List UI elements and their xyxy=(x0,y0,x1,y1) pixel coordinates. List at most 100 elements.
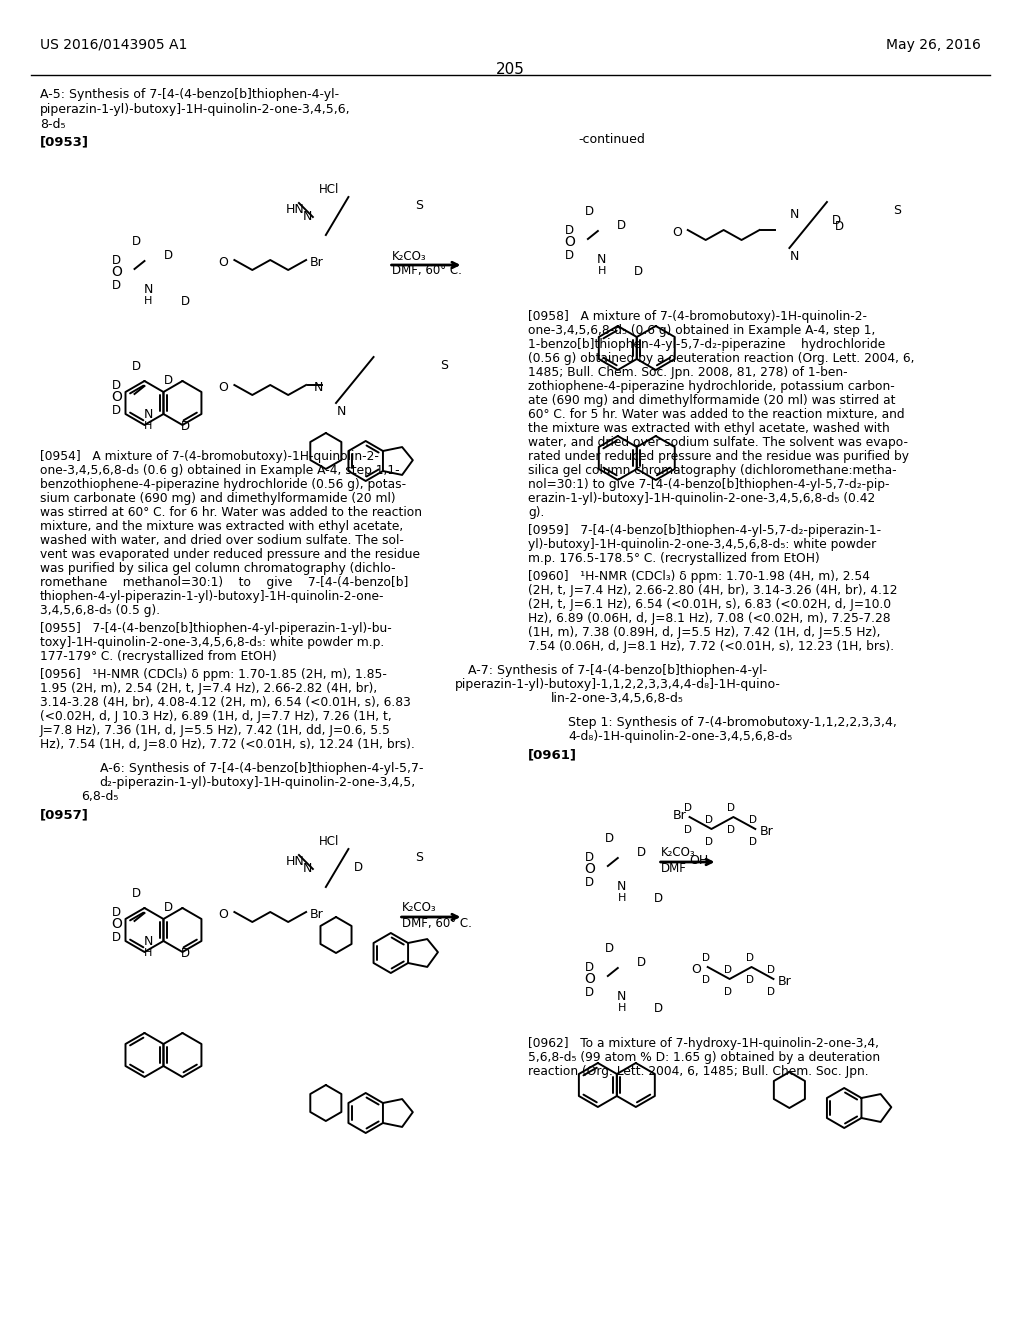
Text: D: D xyxy=(112,931,121,944)
Text: O: O xyxy=(218,381,228,393)
Text: D: D xyxy=(701,953,710,964)
Text: N: N xyxy=(336,405,346,418)
Text: zothiophene-4-piperazine hydrochloride, potassium carbon-: zothiophene-4-piperazine hydrochloride, … xyxy=(528,380,895,393)
Text: D: D xyxy=(835,220,844,234)
Text: D: D xyxy=(706,814,714,825)
Text: O: O xyxy=(564,235,575,249)
Text: HN: HN xyxy=(286,855,305,869)
Text: D: D xyxy=(586,205,595,218)
Text: J=7.8 Hz), 7.36 (1H, d, J=5.5 Hz), 7.42 (1H, dd, J=0.6, 5.5: J=7.8 Hz), 7.36 (1H, d, J=5.5 Hz), 7.42 … xyxy=(40,723,391,737)
Text: H: H xyxy=(144,948,153,958)
Text: Br: Br xyxy=(759,825,773,838)
Text: D: D xyxy=(181,294,190,308)
Text: O: O xyxy=(112,265,122,279)
Text: OH: OH xyxy=(690,854,709,867)
Text: D: D xyxy=(565,224,574,238)
Text: O: O xyxy=(585,972,595,986)
Text: (0.56 g) obtained by a deuteration reaction (Org. Lett. 2004, 6,: (0.56 g) obtained by a deuteration react… xyxy=(528,352,914,366)
Text: (<0.02H, d, J 10.3 Hz), 6.89 (1H, d, J=7.7 Hz), 7.26 (1H, t,: (<0.02H, d, J 10.3 Hz), 6.89 (1H, d, J=7… xyxy=(40,710,391,723)
Text: D: D xyxy=(654,892,664,906)
Text: 1485; Bull. Chem. Soc. Jpn. 2008, 81, 278) of 1-ben-: 1485; Bull. Chem. Soc. Jpn. 2008, 81, 27… xyxy=(528,366,848,379)
Text: D: D xyxy=(634,265,643,279)
Text: H: H xyxy=(144,421,153,432)
Text: [0959]   7-[4-(4-benzo[b]thiophen-4-yl-5,7-d₂-piperazin-1-: [0959] 7-[4-(4-benzo[b]thiophen-4-yl-5,7… xyxy=(528,524,882,537)
Text: O: O xyxy=(218,908,228,921)
Text: water, and dried over sodium sulfate. The solvent was evapo-: water, and dried over sodium sulfate. Th… xyxy=(528,436,908,449)
Text: D: D xyxy=(617,219,627,232)
Text: HN: HN xyxy=(286,203,305,216)
Text: ate (690 mg) and dimethylformamide (20 ml) was stirred at: ate (690 mg) and dimethylformamide (20 m… xyxy=(528,393,896,407)
Text: K₂CO₃: K₂CO₃ xyxy=(660,846,695,859)
Text: mixture, and the mixture was extracted with ethyl acetate,: mixture, and the mixture was extracted w… xyxy=(40,520,403,533)
Text: N: N xyxy=(790,209,799,220)
Text: D: D xyxy=(605,832,614,845)
Text: D: D xyxy=(750,814,758,825)
Text: D: D xyxy=(727,803,735,813)
Text: piperazin-1-yl)-butoxy]-1,1,2,2,3,3,4,4-d₈]-1H-quino-: piperazin-1-yl)-butoxy]-1,1,2,2,3,3,4,4-… xyxy=(455,678,780,690)
Text: thiophen-4-yl-piperazin-1-yl)-butoxy]-1H-quinolin-2-one-: thiophen-4-yl-piperazin-1-yl)-butoxy]-1H… xyxy=(40,590,384,603)
Text: D: D xyxy=(565,249,574,261)
Text: 1.95 (2H, m), 2.54 (2H, t, J=7.4 Hz), 2.66-2.82 (4H, br),: 1.95 (2H, m), 2.54 (2H, t, J=7.4 Hz), 2.… xyxy=(40,682,377,696)
Text: N: N xyxy=(143,408,154,421)
Text: D: D xyxy=(353,861,362,874)
Text: one-3,4,5,6,8-d₅ (0.6 g) obtained in Example A-4, step 1,1-: one-3,4,5,6,8-d₅ (0.6 g) obtained in Exa… xyxy=(40,465,399,477)
Text: D: D xyxy=(724,965,731,975)
Text: S: S xyxy=(893,205,901,216)
Text: was purified by silica gel column chromatography (dichlo-: was purified by silica gel column chroma… xyxy=(40,562,395,576)
Text: Br: Br xyxy=(777,975,792,987)
Text: S: S xyxy=(415,851,423,865)
Text: N: N xyxy=(143,282,154,296)
Text: D: D xyxy=(132,235,141,248)
Text: D: D xyxy=(654,1002,664,1015)
Text: O: O xyxy=(218,256,228,269)
Text: sium carbonate (690 mg) and dimethylformamide (20 ml): sium carbonate (690 mg) and dimethylform… xyxy=(40,492,395,506)
Text: N: N xyxy=(790,249,799,263)
Text: D: D xyxy=(684,803,691,813)
Text: D: D xyxy=(132,887,141,900)
Text: erazin-1-yl)-butoxy]-1H-quinolin-2-one-3,4,5,6,8-d₅ (0.42: erazin-1-yl)-butoxy]-1H-quinolin-2-one-3… xyxy=(528,492,876,506)
Text: 8-d₅: 8-d₅ xyxy=(40,117,66,131)
Text: D: D xyxy=(767,965,775,975)
Text: K₂CO₃: K₂CO₃ xyxy=(401,902,436,913)
Text: K₂CO₃: K₂CO₃ xyxy=(391,249,426,263)
Text: D: D xyxy=(724,987,731,997)
Text: [0955]   7-[4-(4-benzo[b]thiophen-4-yl-piperazin-1-yl)-bu-: [0955] 7-[4-(4-benzo[b]thiophen-4-yl-pip… xyxy=(40,622,391,635)
Text: -continued: -continued xyxy=(578,133,645,147)
Text: (2H, t, J=6.1 Hz), 6.54 (<0.01H, s), 6.83 (<0.02H, d, J=10.0: (2H, t, J=6.1 Hz), 6.54 (<0.01H, s), 6.8… xyxy=(528,598,891,611)
Text: N: N xyxy=(617,990,627,1003)
Text: D: D xyxy=(745,975,754,985)
Text: the mixture was extracted with ethyl acetate, washed with: the mixture was extracted with ethyl ace… xyxy=(528,422,890,436)
Text: N: N xyxy=(617,880,627,894)
Text: D: D xyxy=(164,249,173,261)
Text: was stirred at 60° C. for 6 hr. Water was added to the reaction: was stirred at 60° C. for 6 hr. Water wa… xyxy=(40,506,422,519)
Text: D: D xyxy=(181,946,190,960)
Text: nol=30:1) to give 7-[4-(4-benzo[b]thiophen-4-yl-5,7-d₂-pip-: nol=30:1) to give 7-[4-(4-benzo[b]thioph… xyxy=(528,478,890,491)
Text: one-3,4,5,6,8-d₅ (0.6 g) obtained in Example A-4, step 1,: one-3,4,5,6,8-d₅ (0.6 g) obtained in Exa… xyxy=(528,323,876,337)
Text: D: D xyxy=(750,837,758,847)
Text: D: D xyxy=(637,846,646,859)
Text: D: D xyxy=(112,906,121,919)
Text: [0962]   To a mixture of 7-hydroxy-1H-quinolin-2-one-3,4,: [0962] To a mixture of 7-hydroxy-1H-quin… xyxy=(528,1038,880,1049)
Text: 4-d₈)-1H-quinolin-2-one-3,4,5,6,8-d₅: 4-d₈)-1H-quinolin-2-one-3,4,5,6,8-d₅ xyxy=(568,730,793,743)
Text: 7.54 (0.06H, d, J=8.1 Hz), 7.72 (<0.01H, s), 12.23 (1H, brs).: 7.54 (0.06H, d, J=8.1 Hz), 7.72 (<0.01H,… xyxy=(528,640,894,653)
Text: D: D xyxy=(585,876,594,888)
Text: D: D xyxy=(745,953,754,964)
Text: lin-2-one-3,4,5,6,8-d₅: lin-2-one-3,4,5,6,8-d₅ xyxy=(551,692,684,705)
Text: D: D xyxy=(112,404,121,417)
Text: Hz), 7.54 (1H, d, J=8.0 Hz), 7.72 (<0.01H, s), 12.24 (1H, brs).: Hz), 7.54 (1H, d, J=8.0 Hz), 7.72 (<0.01… xyxy=(40,738,415,751)
Text: Step 1: Synthesis of 7-(4-bromobutoxy-1,1,2,2,3,3,4,: Step 1: Synthesis of 7-(4-bromobutoxy-1,… xyxy=(568,715,897,729)
Text: D: D xyxy=(706,837,714,847)
Text: O: O xyxy=(112,917,122,931)
Text: washed with water, and dried over sodium sulfate. The sol-: washed with water, and dried over sodium… xyxy=(40,535,403,546)
Text: 205: 205 xyxy=(496,62,524,77)
Text: 1-benzo[b]thiophen-4-yl-5,7-d₂-piperazine    hydrochloride: 1-benzo[b]thiophen-4-yl-5,7-d₂-piperazin… xyxy=(528,338,886,351)
Text: DMF, 60° C.: DMF, 60° C. xyxy=(401,917,471,931)
Text: A-6: Synthesis of 7-[4-(4-benzo[b]thiophen-4-yl-5,7-: A-6: Synthesis of 7-[4-(4-benzo[b]thioph… xyxy=(99,762,423,775)
Text: A-7: Synthesis of 7-[4-(4-benzo[b]thiophen-4-yl-: A-7: Synthesis of 7-[4-(4-benzo[b]thioph… xyxy=(468,664,767,677)
Text: Br: Br xyxy=(310,908,324,921)
Text: 3,4,5,6,8-d₅ (0.5 g).: 3,4,5,6,8-d₅ (0.5 g). xyxy=(40,605,160,616)
Text: O: O xyxy=(112,389,122,404)
Text: D: D xyxy=(831,214,841,227)
Text: D: D xyxy=(585,851,594,865)
Text: Hz), 6.89 (0.06H, d, J=8.1 Hz), 7.08 (<0.02H, m), 7.25-7.28: Hz), 6.89 (0.06H, d, J=8.1 Hz), 7.08 (<0… xyxy=(528,612,891,624)
